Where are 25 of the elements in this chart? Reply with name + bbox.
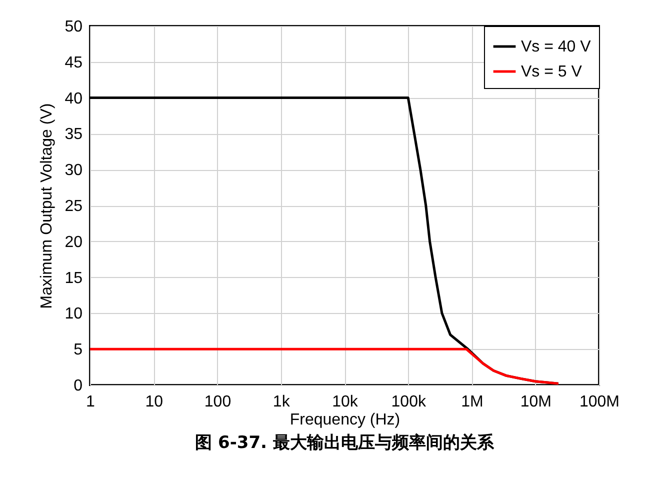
y-tick-label: 10 [64, 306, 83, 323]
y-tick-label: 50 [64, 18, 83, 36]
legend-label: Vs = 5 V [521, 64, 582, 80]
x-axis-title: Frequency (Hz) [290, 412, 400, 428]
legend-label: Vs = 40 V [521, 38, 592, 56]
x-tick-label: 100M [579, 394, 620, 410]
y-tick-label: 5 [74, 342, 83, 359]
y-tick-label: 0 [74, 378, 83, 394]
y-tick-label: 35 [64, 126, 83, 144]
x-tick-label: 1 [86, 394, 96, 410]
y-tick-label: 15 [64, 270, 83, 287]
y-tick-label: 25 [64, 198, 83, 215]
text: 图 6-37. 最大输出电压与频率间的关系 [195, 433, 495, 453]
x-tick-label: 100k [391, 394, 427, 410]
y-axis-title: Maximum Output Voltage (V) [38, 103, 56, 309]
x-tick-label: 10M [520, 394, 552, 410]
x-tick-label: 100 [204, 394, 232, 410]
y-tick-label: 40 [64, 90, 83, 108]
x-tick-label: 1k [272, 394, 291, 410]
y-tick-label: 20 [64, 234, 83, 251]
x-tick-label: 1M [461, 394, 484, 410]
x-tick-label: 10 [145, 394, 164, 410]
x-tick-label: 10k [332, 394, 359, 410]
y-tick-label: 45 [64, 54, 83, 72]
y-tick-label: 30 [64, 162, 83, 180]
